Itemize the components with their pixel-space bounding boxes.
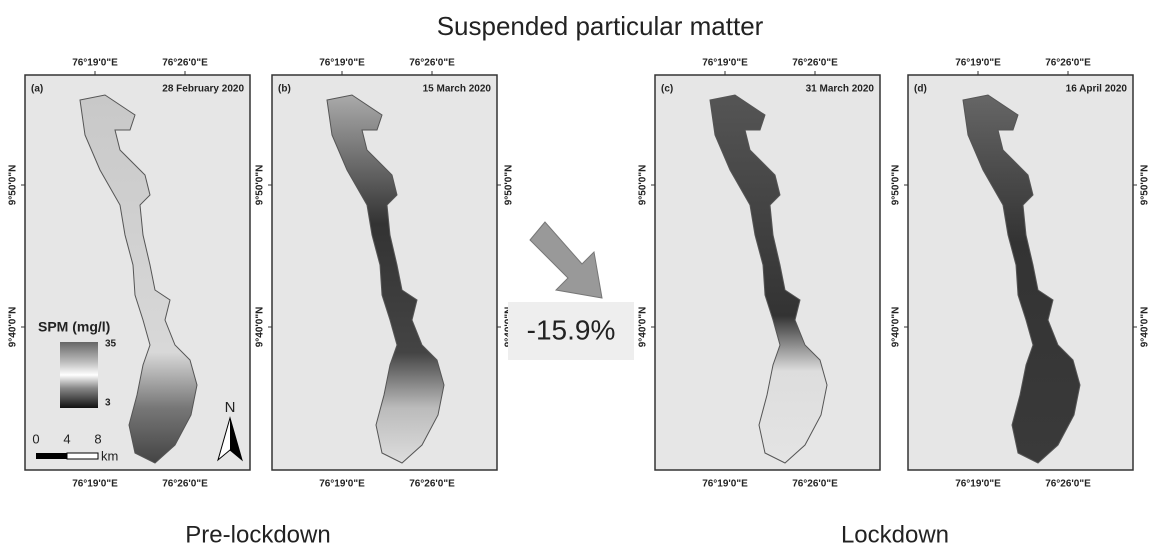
lon-label: 76°26'0"E — [792, 58, 838, 69]
lat-label: 9°40'0"N — [638, 307, 649, 348]
lon-label: 76°19'0"E — [955, 479, 1001, 490]
group-label: Lockdown — [841, 521, 949, 548]
lat-label: 9°50'0"N — [638, 165, 649, 206]
lon-label: 76°26'0"E — [792, 479, 838, 490]
panel-date: 31 March 2020 — [806, 84, 875, 95]
panel-label: (b) — [278, 84, 291, 95]
legend-ramp — [60, 342, 98, 408]
lon-label: 76°26'0"E — [409, 479, 455, 490]
decrease-arrow — [530, 222, 602, 298]
group-label: Pre-lockdown — [185, 521, 330, 548]
lat-label: 9°50'0"N — [255, 165, 266, 206]
lat-label: 9°40'0"N — [891, 307, 902, 348]
scale-tick: 4 — [63, 431, 70, 446]
panel-label: (c) — [661, 84, 673, 95]
panel-label: (d) — [914, 84, 927, 95]
page: Suspended particular matter (a) 28 Februa… — [0, 0, 1154, 555]
lon-label: 76°19'0"E — [72, 479, 118, 490]
lon-label: 76°19'0"E — [702, 58, 748, 69]
north-label: N — [225, 399, 236, 416]
lon-label: 76°26'0"E — [162, 479, 208, 490]
scale-bar — [67, 453, 98, 459]
lat-label: 9°40'0"N — [255, 307, 266, 348]
lon-label: 76°26'0"E — [409, 58, 455, 69]
lat-label: 9°40'0"N — [1140, 307, 1151, 348]
lon-label: 76°19'0"E — [955, 58, 1001, 69]
scale-tick: 8 — [94, 431, 101, 446]
lat-label: 9°50'0"N — [1140, 165, 1151, 206]
lat-label: 9°50'0"N — [891, 165, 902, 206]
legend-max: 35 — [105, 339, 117, 350]
panel-date: 15 March 2020 — [423, 84, 492, 95]
lon-label: 76°19'0"E — [319, 479, 365, 490]
legend-title: SPM (mg/l) — [38, 319, 110, 335]
lon-label: 76°19'0"E — [72, 58, 118, 69]
lon-label: 76°26'0"E — [1045, 479, 1091, 490]
scale-tick: 0 — [32, 431, 39, 446]
lat-label: 9°40'0"N — [8, 307, 19, 348]
change-label: -15.9% — [527, 314, 616, 345]
lon-label: 76°19'0"E — [702, 479, 748, 490]
lat-label: 9°50'0"N — [504, 165, 515, 206]
panel-label: (a) — [31, 84, 43, 95]
lon-label: 76°26'0"E — [162, 58, 208, 69]
lon-label: 76°26'0"E — [1045, 58, 1091, 69]
figure: Suspended particular matter (a) 28 Februa… — [0, 0, 1154, 550]
figure-title: Suspended particular matter — [437, 11, 764, 41]
scale-bar — [36, 453, 67, 459]
lat-label: 9°50'0"N — [8, 165, 19, 206]
panel-date: 28 February 2020 — [162, 84, 244, 95]
legend-min: 3 — [105, 398, 111, 409]
panel-date: 16 April 2020 — [1066, 84, 1128, 95]
lon-label: 76°19'0"E — [319, 58, 365, 69]
scale-unit: km — [101, 448, 118, 463]
